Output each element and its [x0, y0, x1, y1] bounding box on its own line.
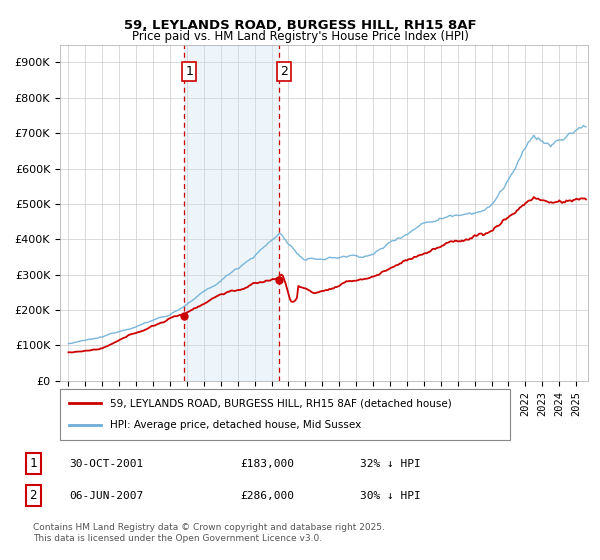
Text: Contains HM Land Registry data © Crown copyright and database right 2025.
This d: Contains HM Land Registry data © Crown c… [33, 524, 385, 543]
Text: 32% ↓ HPI: 32% ↓ HPI [360, 459, 421, 469]
Text: Price paid vs. HM Land Registry's House Price Index (HPI): Price paid vs. HM Land Registry's House … [131, 30, 469, 43]
Text: 59, LEYLANDS ROAD, BURGESS HILL, RH15 8AF (detached house): 59, LEYLANDS ROAD, BURGESS HILL, RH15 8A… [110, 398, 451, 408]
Bar [184, 45, 279, 381]
Text: 59, LEYLANDS ROAD, BURGESS HILL, RH15 8AF: 59, LEYLANDS ROAD, BURGESS HILL, RH15 8A… [124, 18, 476, 32]
Text: 30% ↓ HPI: 30% ↓ HPI [360, 491, 421, 501]
Text: 06-JUN-2007: 06-JUN-2007 [69, 491, 143, 501]
Text: 1: 1 [185, 65, 193, 78]
Text: 2: 2 [280, 65, 288, 78]
FancyBboxPatch shape [60, 389, 510, 440]
Text: 1: 1 [29, 457, 37, 470]
Text: £286,000: £286,000 [240, 491, 294, 501]
Text: 30-OCT-2001: 30-OCT-2001 [69, 459, 143, 469]
Text: £183,000: £183,000 [240, 459, 294, 469]
Text: 2: 2 [29, 489, 37, 502]
Text: HPI: Average price, detached house, Mid Sussex: HPI: Average price, detached house, Mid … [110, 421, 361, 431]
